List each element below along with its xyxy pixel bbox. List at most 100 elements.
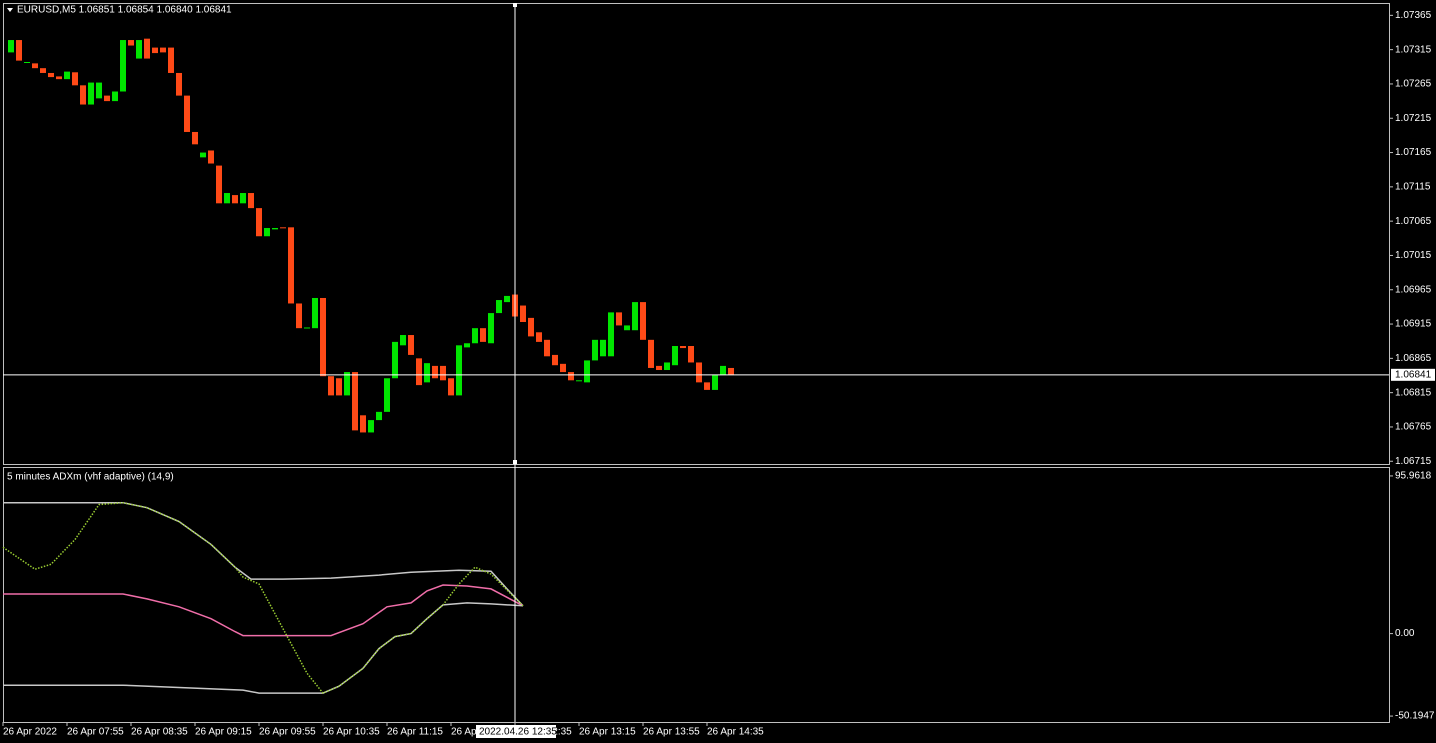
candle-body — [32, 63, 38, 69]
candle-body — [632, 302, 638, 331]
menu-triangle — [7, 8, 13, 12]
candle-body — [672, 346, 678, 366]
crosshair-handle — [513, 3, 517, 7]
x-tick-label: 26 Apr 2022 — [3, 727, 57, 738]
candle-body — [344, 372, 350, 396]
price-label-box — [1391, 368, 1435, 381]
x-tick-label: 26 Apr 09:55 — [259, 727, 316, 738]
x-tick-label: 26 Apr 11:15 — [387, 727, 443, 738]
candle-body — [640, 302, 646, 340]
y-tick-label: 1.06765 — [1395, 422, 1432, 433]
candle-body — [560, 363, 566, 373]
y-tick-label: 1.07265 — [1395, 79, 1432, 90]
candle-body — [288, 227, 294, 304]
time-label-box — [476, 725, 556, 738]
candle-body — [408, 335, 414, 355]
candle-body — [664, 362, 670, 371]
y-tick-label: 1.06865 — [1395, 353, 1432, 364]
candle-body — [392, 341, 398, 379]
candle-body — [24, 61, 30, 63]
candle-body — [272, 228, 278, 230]
candle-body — [232, 195, 238, 204]
candle-body — [96, 82, 102, 99]
y-tick-label: 1.06715 — [1395, 456, 1432, 467]
candle-body — [56, 76, 62, 80]
candle-body — [248, 193, 254, 209]
y-tick-label: 1.06815 — [1395, 387, 1432, 398]
candle-body — [720, 365, 726, 375]
candle-body — [528, 317, 534, 337]
candle-body — [360, 415, 366, 433]
candle-body — [496, 300, 502, 314]
crosshair-handle — [513, 460, 517, 464]
candle-body — [576, 380, 582, 382]
candle-body — [592, 339, 598, 361]
candle-body — [176, 72, 182, 96]
y-tick-label: 1.07115 — [1395, 181, 1431, 192]
candle-body — [136, 40, 142, 59]
candle-body — [8, 40, 14, 53]
candle-body — [584, 360, 590, 383]
y-tick-label: 1.07365 — [1395, 10, 1432, 21]
indicator-line — [3, 602, 524, 694]
y-tick-label: 1.07215 — [1395, 113, 1432, 124]
candle-body — [424, 363, 430, 383]
y-tick-label: 1.06965 — [1395, 284, 1432, 295]
y-tick-label: 1.07065 — [1395, 216, 1432, 227]
candle-body — [192, 131, 198, 145]
candle-body — [256, 208, 262, 237]
candle-body — [320, 297, 326, 377]
candle-body — [504, 295, 510, 303]
candle-body — [48, 72, 54, 78]
candle-body — [312, 297, 318, 329]
y-tick-label: 95.9618 — [1395, 471, 1432, 482]
candle-body — [608, 312, 614, 357]
candle-body — [328, 376, 334, 396]
time-label: 2022.04.26 12:35 — [479, 727, 557, 738]
x-tick-label: 26 Apr 10:35 — [323, 727, 380, 738]
candle-body — [568, 372, 574, 381]
candle-body — [264, 228, 270, 237]
candle-body — [304, 327, 310, 329]
x-tick-label: 26 Apr 08:35 — [131, 727, 188, 738]
candle-body — [432, 365, 438, 379]
candle-body — [440, 365, 446, 381]
candle-body — [152, 47, 158, 54]
y-tick-label: 1.07315 — [1395, 44, 1432, 55]
candle-body — [368, 420, 374, 433]
candle-body — [296, 303, 302, 329]
main-frame — [3, 3, 1390, 465]
candle-body — [240, 193, 246, 204]
candle-body — [536, 332, 542, 342]
candle-body — [88, 82, 94, 105]
candle-body — [72, 72, 78, 86]
price-label: 1.06841 — [1395, 369, 1432, 380]
x-tick-label: 26 Apr 09:15 — [195, 727, 252, 738]
candle-body — [552, 354, 558, 366]
candle-body — [224, 193, 230, 204]
candle-body — [376, 411, 382, 421]
x-tick-label: 26 Apr 14:35 — [707, 727, 764, 738]
candle-body — [688, 346, 694, 363]
y-tick-label: 1.07165 — [1395, 147, 1432, 158]
candle-body — [80, 85, 86, 105]
candle-body — [704, 382, 710, 390]
candle-body — [352, 372, 358, 431]
indicator-frame — [3, 467, 1390, 723]
candle-body — [168, 47, 174, 73]
indicator-line — [3, 584, 524, 637]
candle-body — [680, 346, 686, 349]
candle-body — [400, 335, 406, 346]
x-tick-label: 26 Apr 07:55 — [67, 727, 124, 738]
candle-body — [120, 40, 126, 92]
candle-body — [696, 362, 702, 383]
candle-body — [104, 95, 110, 102]
candle-body — [16, 40, 22, 61]
x-tick-label: 26 Apr 13:55 — [643, 727, 700, 738]
candle-body — [144, 38, 150, 59]
y-tick-label: 1.06915 — [1395, 319, 1432, 330]
candle-body — [200, 152, 206, 158]
candle-body — [472, 328, 478, 344]
